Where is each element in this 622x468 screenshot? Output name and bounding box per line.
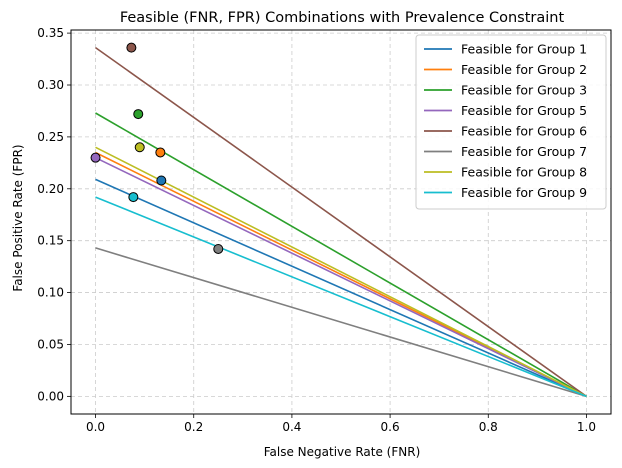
series-point-7 (134, 142, 145, 153)
y-tick-label: 0.00 (37, 389, 64, 403)
y-axis-ticks: 0.00 0.05 0.10 0.15 0.20 0.25 0.30 0.35 (37, 26, 71, 403)
legend-label: Feasible for Group 3 (461, 83, 587, 98)
y-tick-label: 0.25 (37, 130, 64, 144)
series-point-1 (156, 175, 167, 186)
x-tick-label: 0.6 (381, 420, 400, 434)
x-tick-label: 0.8 (479, 420, 498, 434)
legend-label: Feasible for Group 1 (461, 42, 587, 57)
series-line-8 (95, 196, 587, 398)
series-point-5 (126, 42, 137, 53)
series-point-3 (133, 109, 144, 120)
series-line-4 (95, 156, 587, 398)
series-points (90, 42, 224, 254)
series-point-6 (213, 243, 224, 254)
x-axis-label: False Negative Rate (FNR) (264, 445, 421, 459)
legend-label: Feasible for Group 9 (461, 185, 587, 200)
y-tick-label: 0.10 (37, 286, 64, 300)
legend-label: Feasible for Group 6 (461, 124, 587, 139)
legend-label: Feasible for Group 2 (461, 62, 587, 77)
y-tick-label: 0.30 (37, 78, 64, 92)
x-tick-label: 0.0 (86, 420, 105, 434)
series-lines (95, 46, 587, 398)
x-axis-ticks: 0.0 0.2 0.4 0.6 0.8 1.0 (86, 414, 596, 434)
plot-frame (70, 29, 612, 415)
x-tick-label: 0.2 (184, 420, 203, 434)
series-point-8 (128, 192, 139, 203)
y-axis-label: False Positive Rate (FPR) (11, 144, 25, 291)
series-line-1 (95, 178, 587, 398)
series-point-2 (155, 147, 166, 158)
series-point-4 (90, 152, 101, 163)
x-tick-label: 1.0 (577, 420, 596, 434)
legend-label: Feasible for Group 5 (461, 103, 587, 118)
y-tick-label: 0.05 (37, 337, 64, 351)
series-line-7 (95, 146, 587, 398)
chart-title: Feasible (FNR, FPR) Combinations with Pr… (120, 10, 565, 26)
legend: Feasible for Group 1 Feasible for Group 2… (415, 34, 607, 210)
series-line-3 (95, 112, 587, 398)
x-tick-label: 0.4 (282, 420, 301, 434)
series-line-6 (95, 247, 587, 398)
legend-label: Feasible for Group 7 (461, 144, 587, 159)
series-line-5 (95, 46, 587, 398)
legend-label: Feasible for Group 8 (461, 165, 587, 180)
y-tick-label: 0.20 (37, 182, 64, 196)
y-tick-label: 0.15 (37, 234, 64, 248)
legend-box (415, 34, 607, 210)
y-tick-label: 0.35 (37, 26, 64, 40)
